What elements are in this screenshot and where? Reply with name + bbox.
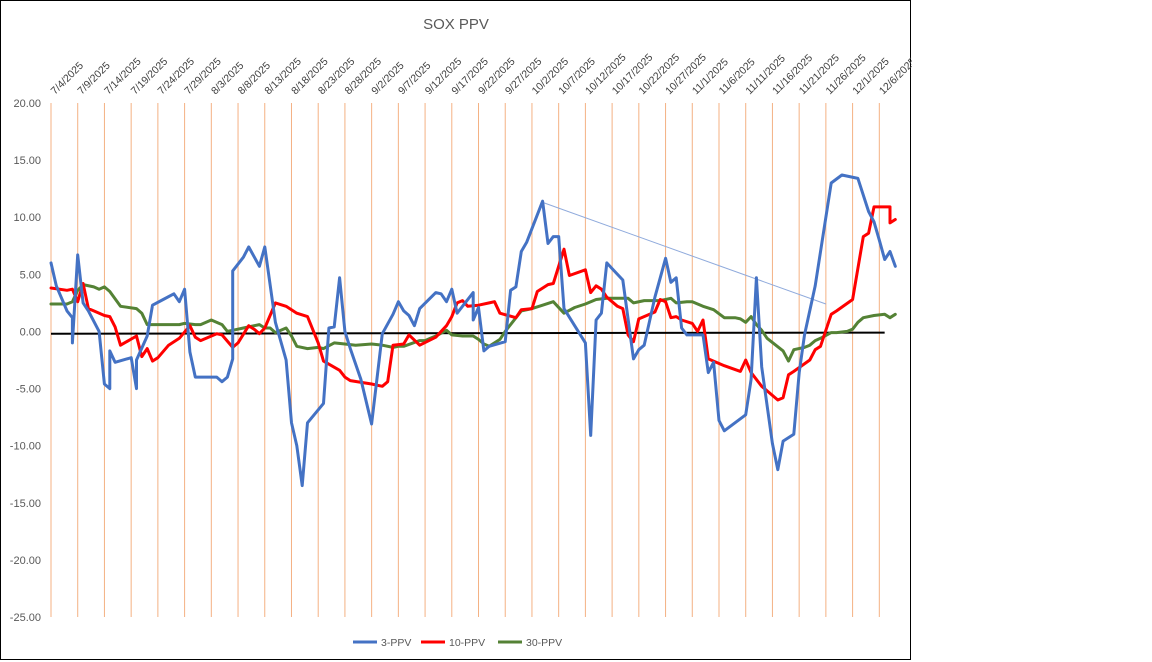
chart-title: SOX PPV xyxy=(423,16,489,33)
vertical-gridlines xyxy=(50,103,880,617)
legend-label-3-ppv: 3-PPV xyxy=(381,637,411,649)
chart-frame: SOX PPV 20.00 15.00 10.00 5.00 0.00 -5.00 -10.… xyxy=(0,0,912,660)
y-tick-label: 10.00 xyxy=(13,212,41,224)
y-tick-label: 20.00 xyxy=(13,98,41,110)
series-line-30-ppv xyxy=(49,283,897,363)
y-tick-label: 5.00 xyxy=(20,269,41,281)
y-tick-label: -5.00 xyxy=(16,384,41,396)
y-axis-tick-labels: 20.00 15.00 10.00 5.00 0.00 -5.00 -10.00 -15.00… xyxy=(10,98,41,624)
legend-label-10-ppv: 10-PPV xyxy=(449,637,485,649)
y-tick-label: -25.00 xyxy=(10,612,41,624)
legend-label-30-ppv: 30-PPV xyxy=(526,637,562,649)
series-lines xyxy=(49,173,897,488)
series-line-10-ppv xyxy=(49,205,897,402)
y-tick-label: -20.00 xyxy=(10,555,41,567)
x-axis-tick-labels: 7/4/20257/9/20257/14/20257/19/20257/24/2… xyxy=(49,51,912,97)
legend: 3-PPV 10-PPV 30-PPV xyxy=(353,637,562,649)
y-tick-label: -15.00 xyxy=(10,498,41,510)
sox-ppv-chart: SOX PPV 20.00 15.00 10.00 5.00 0.00 -5.00 -10.… xyxy=(10,16,912,649)
series-line-3-ppv xyxy=(49,173,897,488)
y-tick-label: -10.00 xyxy=(10,441,41,453)
reference-lines xyxy=(50,201,885,335)
y-tick-label: 0.00 xyxy=(20,326,41,338)
zero-line xyxy=(50,331,885,335)
y-tick-label: 15.00 xyxy=(13,155,41,167)
trend-line xyxy=(542,201,827,305)
